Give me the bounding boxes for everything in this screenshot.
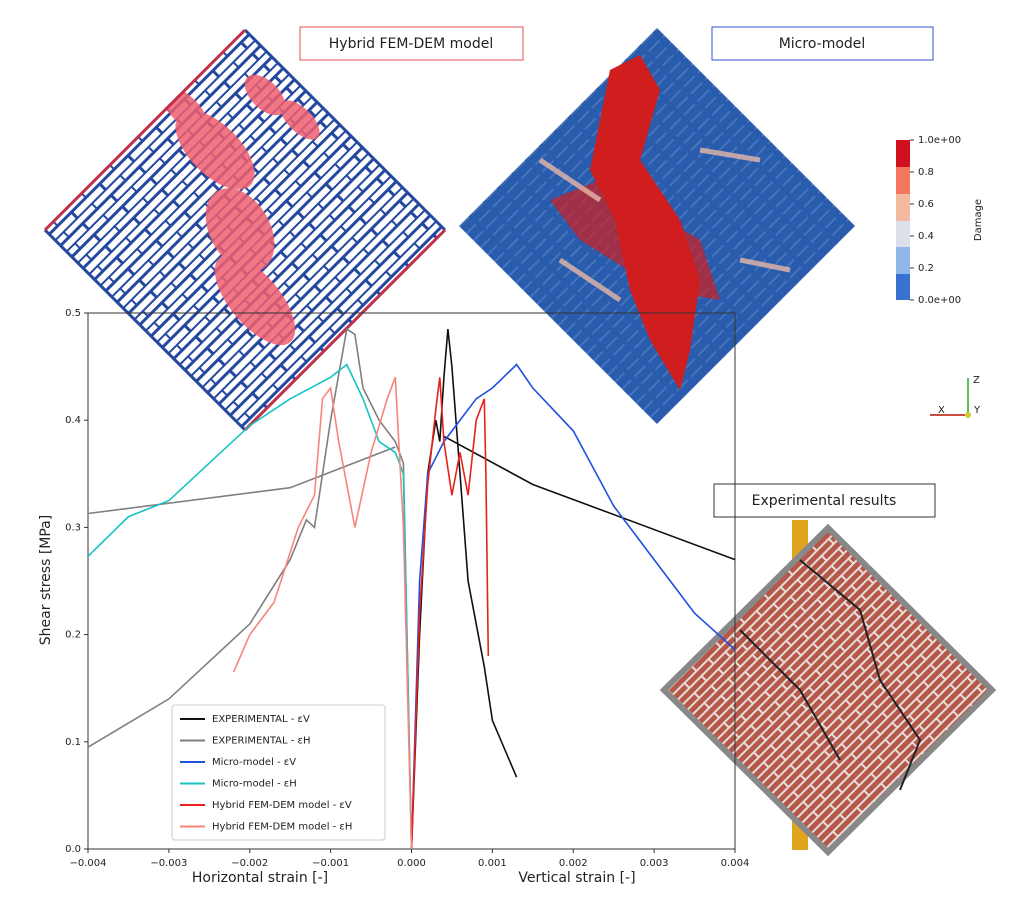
triad-label: Y [973, 405, 981, 416]
colorbar-tick-label: 0.8 [918, 167, 934, 178]
y-tick-label: 0.5 [65, 308, 81, 319]
legend-label: EXPERIMENTAL - εV [212, 714, 310, 725]
x-tick-label: −0.003 [150, 858, 187, 869]
triad-label: X [938, 405, 945, 416]
series-line [87, 363, 413, 850]
panel-title: Micro-model [779, 36, 866, 52]
y-tick-label: 0.0 [65, 844, 81, 855]
micro-model-image [459, 28, 855, 424]
colorbar-tick-label: 0.4 [918, 231, 934, 242]
x-tick-label: 0.003 [640, 858, 669, 869]
x-tick-label: 0.001 [478, 858, 507, 869]
colorbar-tick-label: 0.0e+00 [918, 295, 961, 306]
x-tick-label: −0.004 [69, 858, 106, 869]
x-tick-label: 0.002 [559, 858, 588, 869]
series-line [410, 377, 490, 850]
experimental-photo [659, 520, 997, 857]
series-line [410, 363, 736, 850]
y-tick-label: 0.2 [65, 630, 81, 641]
colorbar-tick-label: 1.0e+00 [918, 135, 961, 146]
colorbar [896, 140, 910, 300]
y-tick-label: 0.3 [65, 522, 81, 533]
colorbar-tick-label: 0.2 [918, 263, 934, 274]
series-line [232, 377, 413, 850]
y-tick-label: 0.1 [65, 737, 81, 748]
x-tick-label: 0.004 [721, 858, 750, 869]
legend-label: Hybrid FEM-DEM model - εH [212, 822, 352, 833]
legend-label: Micro-model - εV [212, 757, 296, 768]
colorbar-label: Damage [973, 199, 984, 241]
panel-title: Experimental results [752, 493, 897, 509]
y-axis-label: Shear stress [MPa] [38, 515, 54, 645]
colorbar-tick-label: 0.6 [918, 199, 934, 210]
legend [171, 704, 386, 841]
axis-triad [930, 378, 971, 418]
hybrid-model-image [43, 28, 447, 432]
x-axis-label: Horizontal strain [-] [192, 870, 328, 886]
x-tick-label: −0.002 [231, 858, 268, 869]
legend-label: Hybrid FEM-DEM model - εV [212, 800, 352, 811]
legend-label: Micro-model - εH [212, 779, 297, 790]
x-axis-label: Vertical strain [-] [518, 870, 635, 886]
panel-title: Hybrid FEM-DEM model [329, 36, 493, 52]
panel-box [711, 26, 934, 61]
x-tick-label: −0.001 [312, 858, 349, 869]
triad-label: Z [973, 375, 980, 386]
panel-box [713, 483, 936, 518]
series-line [87, 327, 413, 850]
x-tick-label: 0.000 [397, 858, 426, 869]
series-line [410, 329, 736, 850]
panel-box [299, 26, 524, 61]
legend-label: EXPERIMENTAL - εH [212, 736, 310, 747]
y-tick-label: 0.4 [65, 415, 81, 426]
